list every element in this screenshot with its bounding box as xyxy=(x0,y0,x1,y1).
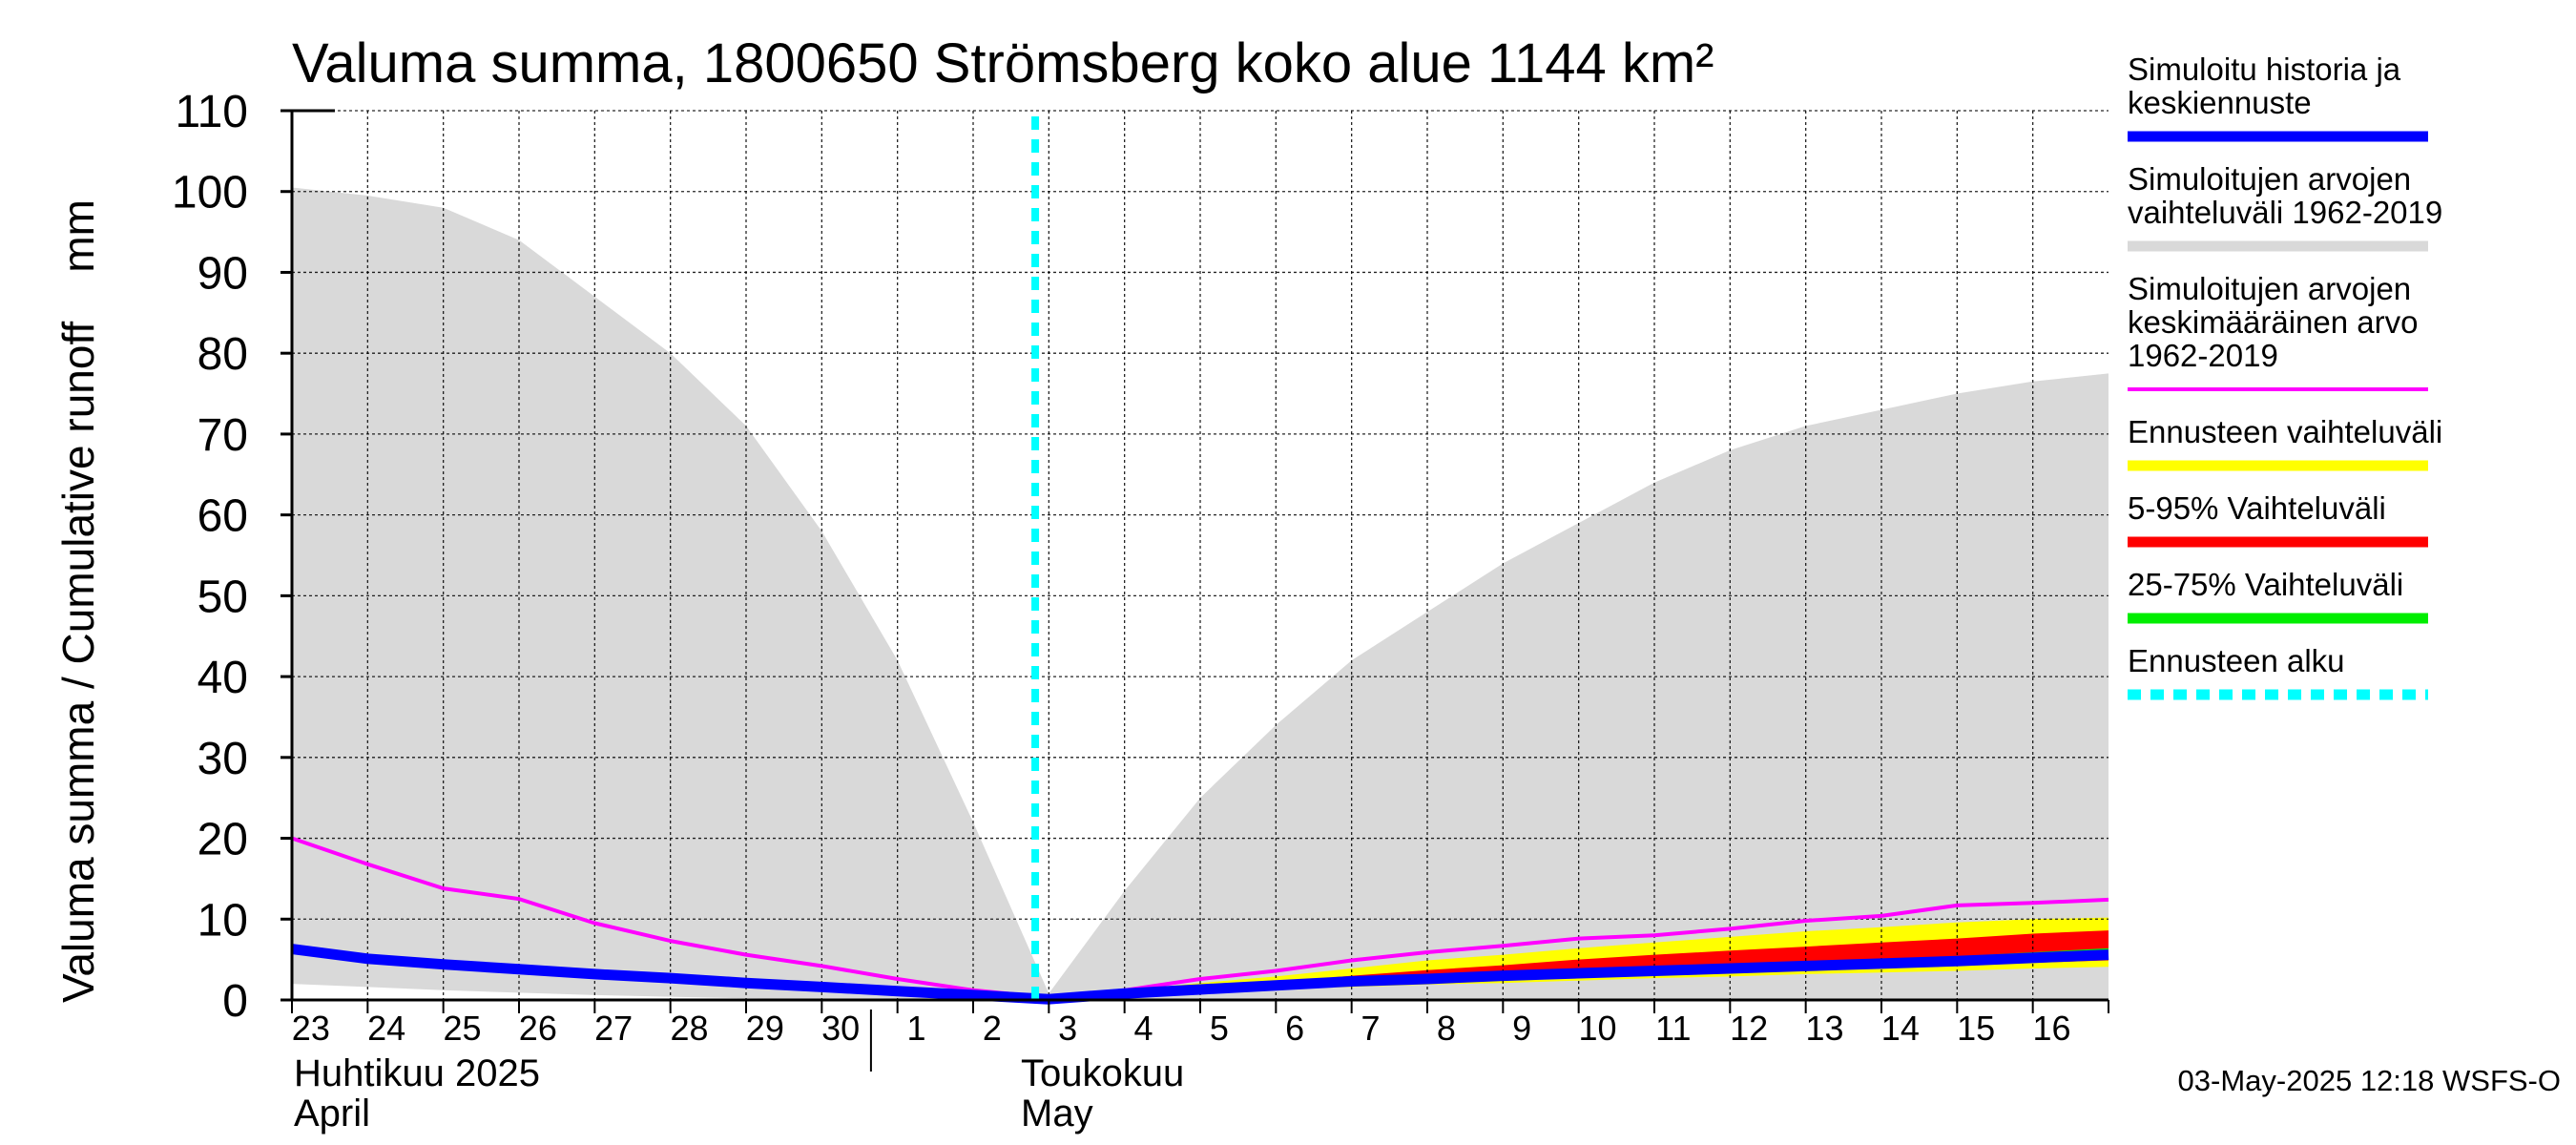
x-tick-label: 29 xyxy=(746,1009,784,1048)
x-tick-label: 4 xyxy=(1133,1009,1153,1048)
legend-item-ennusteen-alku: Ennusteen alku xyxy=(2128,643,2428,700)
x-tick-label: 6 xyxy=(1285,1009,1304,1048)
line-simuloitujen-arvojen-keskim-r-inen-arvo-1962-2019 xyxy=(291,836,2109,1000)
x-tick-label: 8 xyxy=(1437,1009,1456,1048)
x-tick-label: 25 xyxy=(443,1009,481,1048)
legend-label: keskiennuste xyxy=(2128,85,2312,120)
x-tick-label: 14 xyxy=(1881,1009,1920,1048)
x-tick-label: 3 xyxy=(1058,1009,1077,1048)
y-tick-label: 0 xyxy=(222,976,248,1027)
x-tick-label: 9 xyxy=(1512,1009,1531,1048)
month-label-line2: May xyxy=(1021,1093,1093,1135)
x-tick-label: 2 xyxy=(983,1009,1002,1048)
legend-label: 1962-2019 xyxy=(2128,338,2278,373)
y-tick-label: 70 xyxy=(197,410,248,461)
legend-label: vaihteluväli 1962-2019 xyxy=(2128,195,2442,230)
y-tick-label: 80 xyxy=(197,329,248,380)
x-tick-label: 16 xyxy=(2032,1009,2070,1048)
y-tick-label: 30 xyxy=(197,734,248,784)
chart-title: Valuma summa, 1800650 Strömsberg koko al… xyxy=(292,32,1714,94)
x-tick-label: 13 xyxy=(1805,1009,1843,1048)
x-tick-label: 24 xyxy=(367,1009,405,1048)
x-tick-label: 15 xyxy=(1957,1009,1995,1048)
y-tick-label: 60 xyxy=(197,491,248,542)
legend-label: keskimääräinen arvo xyxy=(2128,304,2418,340)
x-tick-label: 26 xyxy=(519,1009,557,1048)
timestamp-footer: 03-May-2025 12:18 WSFS-O xyxy=(2178,1064,2561,1097)
x-tick-label: 12 xyxy=(1730,1009,1768,1048)
band-simuloitujen-arvojen-vaihteluv-li-1962-2019 xyxy=(292,187,2109,1000)
x-tick-label: 28 xyxy=(670,1009,708,1048)
x-tick-label: 7 xyxy=(1361,1009,1380,1048)
legend-item-25-75-vaihteluv-li: 25-75% Vaihteluväli xyxy=(2128,567,2428,624)
x-tick-label: 30 xyxy=(821,1009,860,1048)
month-label-line1: Huhtikuu 2025 xyxy=(294,1052,540,1094)
x-tick-label: 10 xyxy=(1578,1009,1616,1048)
x-tick-label: 23 xyxy=(292,1009,330,1048)
legend-label: Simuloitujen arvojen xyxy=(2128,161,2411,197)
y-tick-label: 110 xyxy=(175,87,248,137)
y-tick-label: 10 xyxy=(197,895,248,946)
month-label-line1: Toukokuu xyxy=(1021,1052,1184,1094)
legend-item-ennusteen-vaihteluv-li: Ennusteen vaihteluväli xyxy=(2128,414,2442,471)
y-tick-label: 100 xyxy=(172,168,248,219)
y-axis-label: Valuma summa / Cumulative runoff mm xyxy=(53,199,103,1003)
legend-label: 5-95% Vaihteluväli xyxy=(2128,490,2386,526)
x-tick-label: 1 xyxy=(906,1009,925,1048)
legend-label: 25-75% Vaihteluväli xyxy=(2128,567,2403,602)
x-tick-label: 5 xyxy=(1210,1009,1229,1048)
line-simuloitu-historia-ja-keskiennuste xyxy=(291,944,2109,1005)
legend-label: Ennusteen vaihteluväli xyxy=(2128,414,2442,449)
x-tick-label: 27 xyxy=(594,1009,633,1048)
y-tick-label: 50 xyxy=(197,572,248,622)
legend-label: Ennusteen alku xyxy=(2128,643,2345,678)
month-label-line2: April xyxy=(294,1093,370,1135)
legend-item-5-95-vaihteluv-li: 5-95% Vaihteluväli xyxy=(2128,490,2428,548)
y-tick-label: 40 xyxy=(197,653,248,703)
x-tick-label: 11 xyxy=(1655,1009,1691,1048)
y-tick-label: 90 xyxy=(197,248,248,299)
legend: Simuloitu historia jakeskiennusteSimuloi… xyxy=(2128,52,2442,700)
legend-label: Simuloitu historia ja xyxy=(2128,52,2401,87)
legend-label: Simuloitujen arvojen xyxy=(2128,271,2411,306)
y-tick-label: 20 xyxy=(197,815,248,865)
